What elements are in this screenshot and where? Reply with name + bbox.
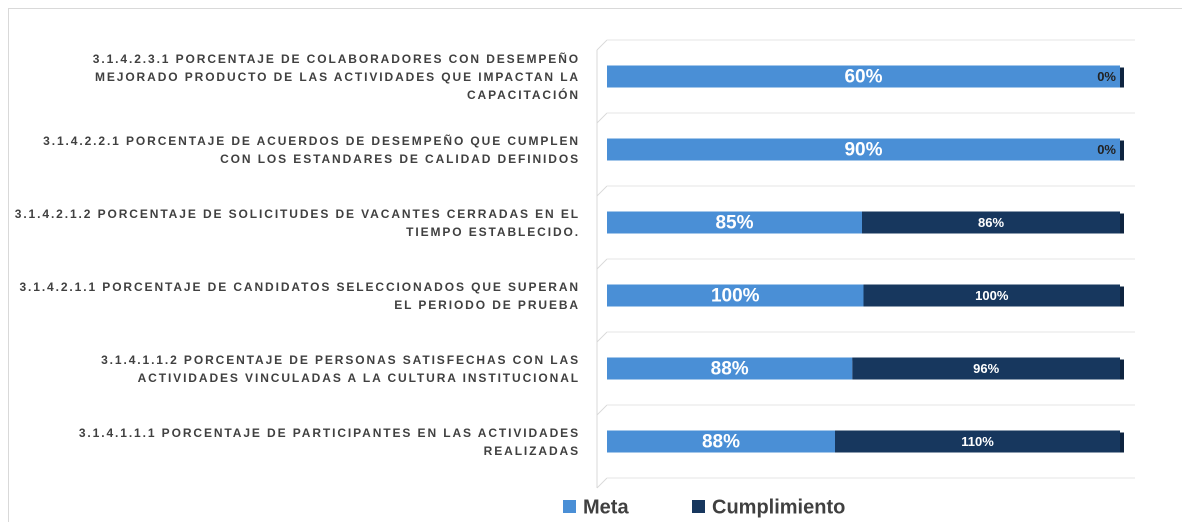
legend-label: Meta	[583, 496, 629, 518]
bar-segment	[607, 138, 1120, 161]
bar-segment-top	[607, 284, 864, 288]
bar-edge	[1120, 140, 1124, 161]
data-label: 90%	[844, 140, 882, 161]
bar-segment-top	[607, 357, 853, 361]
chart-frame	[8, 8, 1182, 522]
bar-segment-top	[607, 430, 835, 434]
data-label: 86%	[978, 215, 1004, 230]
category-label: 3.1.4.2.1.2 PORCENTAJE DE SOLICITUDES DE…	[14, 206, 580, 239]
bar-segment	[862, 211, 1120, 234]
wall-line	[596, 477, 608, 489]
data-label: 60%	[844, 67, 882, 88]
bar-segment	[607, 211, 862, 234]
category-label: 3.1.4.2.1.1 PORCENTAJE DE CANDIDATOS SEL…	[19, 279, 580, 312]
data-label: 88%	[711, 359, 749, 380]
legend-label: Cumplimiento	[712, 496, 845, 518]
wall-line	[596, 404, 608, 416]
bar-segment-top	[835, 430, 1120, 434]
bar-segment-top	[862, 211, 1120, 215]
bar-segment	[835, 430, 1120, 453]
data-label: 96%	[973, 361, 999, 376]
category-label: 3.1.4.2.3.1 PORCENTAJE DE COLABORADORES …	[92, 51, 580, 102]
bar-edge	[1120, 286, 1124, 307]
bar-edge	[1120, 359, 1124, 380]
bar-edge	[1120, 432, 1124, 453]
data-label: 110%	[961, 434, 994, 449]
data-label: 0%	[1097, 69, 1116, 84]
legend-swatch	[563, 500, 576, 513]
bar-segment-top	[607, 211, 862, 215]
bar-edge	[1120, 213, 1124, 234]
category-label: 3.1.4.1.1.1 PORCENTAJE DE PARTICIPANTES …	[78, 425, 580, 458]
bar-segment	[852, 357, 1120, 380]
data-label: 100%	[975, 288, 1009, 303]
category-label: 3.1.4.2.2.1 PORCENTAJE DE ACUERDOS DE DE…	[43, 133, 580, 166]
data-label: 100%	[711, 286, 760, 307]
bar-segment	[863, 284, 1120, 307]
bar-segment-top	[863, 284, 1120, 288]
legend-swatch	[692, 500, 705, 513]
data-label: 0%	[1097, 142, 1116, 157]
bar-segment-top	[607, 65, 1120, 69]
data-label: 88%	[702, 432, 740, 453]
category-label: 3.1.4.1.1.2 PORCENTAJE DE PERSONAS SATIS…	[101, 352, 580, 385]
wall-line	[596, 331, 608, 343]
bar-segment-top	[852, 357, 1120, 361]
wall-line	[596, 112, 608, 124]
data-label: 85%	[715, 213, 753, 234]
bar-edge	[1120, 67, 1124, 88]
bar-segment	[607, 284, 864, 307]
bar-segment	[607, 65, 1120, 88]
wall-line	[596, 258, 608, 270]
bar-segment	[607, 357, 853, 380]
wall-line	[596, 185, 608, 197]
wall-line	[596, 39, 608, 51]
bar-segment-top	[607, 138, 1120, 142]
bar-segment	[607, 430, 835, 453]
